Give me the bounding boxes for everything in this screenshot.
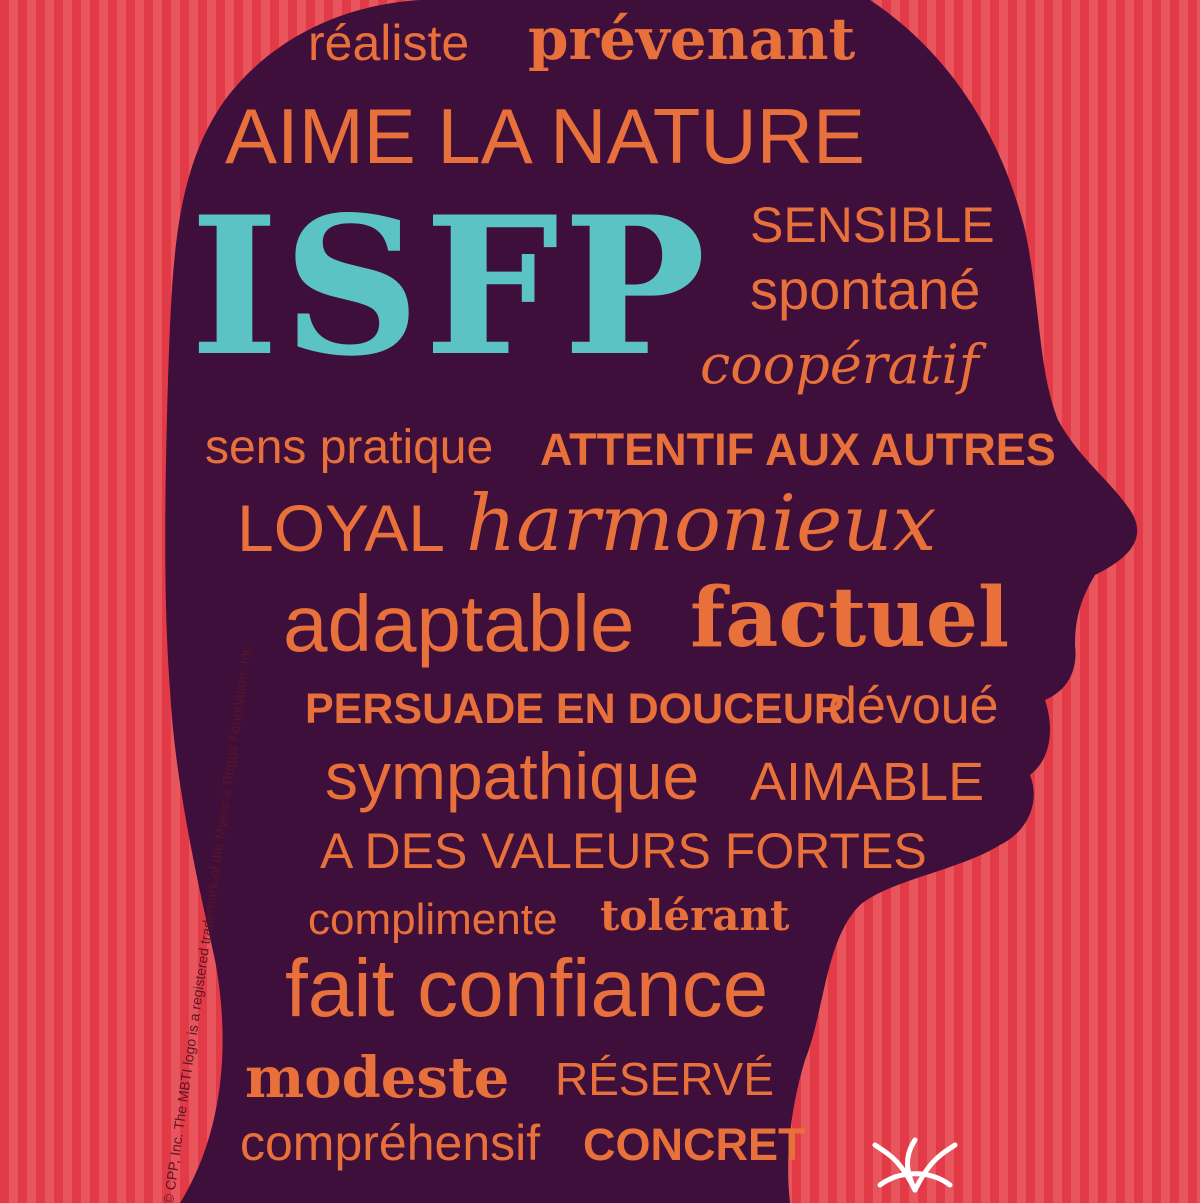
mbti-logo-icon — [872, 1137, 958, 1193]
word-sympathique: sympathique — [325, 739, 700, 813]
word-comprehensif: compréhensif — [240, 1115, 541, 1171]
word-valeurs: A DES VALEURS FORTES — [320, 823, 927, 879]
word-reserve: RÉSERVÉ — [555, 1053, 775, 1105]
word-sens-pratique: sens pratique — [205, 421, 494, 474]
word-loyal: LOYAL — [237, 491, 445, 565]
word-factuel: factuel — [690, 570, 1010, 666]
word-complimente: complimente — [308, 895, 558, 944]
word-attentif: ATTENTIF AUX AUTRES — [540, 424, 1056, 475]
word-prevenant: prévenant — [528, 5, 856, 73]
word-tolerant: tolérant — [600, 891, 790, 940]
word-modeste: modeste — [245, 1045, 510, 1111]
word-cooperatif: coopératif — [700, 333, 979, 396]
word-aimable: AIMABLE — [750, 752, 985, 812]
word-spontane: spontané — [750, 258, 981, 321]
word-adaptable: adaptable — [283, 579, 635, 668]
word-fait-confiance: fait confiance — [285, 943, 769, 1034]
word-aime-la-nature: AIME LA NATURE — [225, 92, 866, 180]
word-realiste: réaliste — [308, 15, 470, 71]
word-persuade: PERSUADE EN DOUCEUR — [305, 685, 845, 733]
word-concret: CONCRET — [583, 1119, 806, 1170]
word-harmonieux: harmonieux — [466, 479, 937, 569]
word-devoue: dévoué — [828, 677, 999, 735]
type-code: ISFP — [190, 175, 710, 398]
word-sensible: SENSIBLE — [750, 197, 995, 253]
